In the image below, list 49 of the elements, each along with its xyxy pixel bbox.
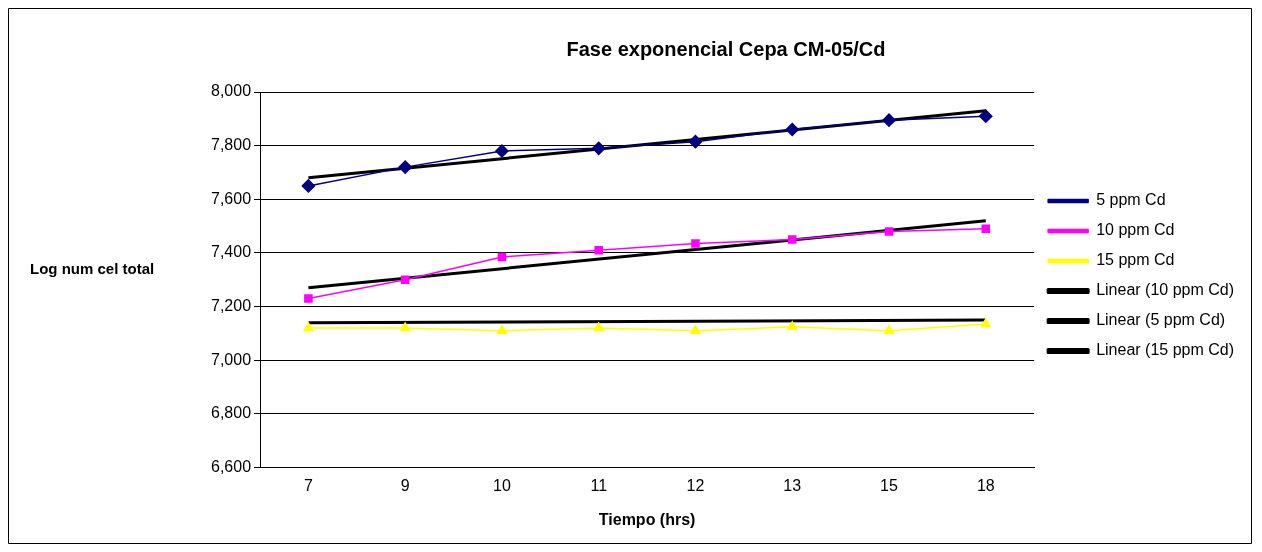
x-tick-label: 7 — [303, 476, 313, 494]
point — [981, 224, 991, 234]
y-tick-label: 6,800 — [210, 404, 252, 422]
y-tick-label: 7,200 — [210, 297, 252, 315]
x-tick-label: 18 — [976, 476, 995, 494]
point — [787, 235, 797, 244]
x-axis-title: Tiempo (hrs) — [598, 510, 696, 528]
x-tick-label: 12 — [686, 476, 705, 494]
point — [495, 144, 509, 158]
legend-label: Linear (5 ppm Cd) — [1096, 311, 1226, 329]
point — [400, 322, 411, 332]
point — [979, 109, 993, 123]
y-tick-label: 7,600 — [210, 189, 252, 207]
point — [691, 239, 700, 248]
point — [400, 275, 410, 285]
point — [688, 134, 703, 149]
point — [304, 294, 313, 303]
x-tick-label: 10 — [493, 476, 511, 494]
point — [496, 325, 508, 335]
legend-label: 10 ppm Cd — [1096, 221, 1175, 239]
y-tick-label: 7,800 — [210, 136, 252, 154]
x-tick-label: 13 — [783, 476, 802, 494]
chart-title: Fase exponencial Cepa CM-05/Cd — [566, 37, 886, 60]
legend-label: Linear (15 ppm Cd) — [1096, 341, 1234, 359]
point — [303, 322, 314, 332]
point — [882, 113, 896, 127]
point — [980, 318, 991, 328]
point — [690, 325, 701, 335]
y-axis-title: Log num cel total — [30, 259, 155, 277]
point — [497, 252, 507, 262]
point — [884, 227, 894, 236]
y-tick-label: 6,600 — [210, 458, 252, 476]
point — [591, 141, 606, 156]
point — [594, 246, 603, 255]
x-tick-label: 11 — [590, 476, 608, 494]
legend-label: Linear (10 ppm Cd) — [1096, 281, 1234, 299]
point — [398, 160, 412, 174]
x-tick-label: 9 — [400, 476, 410, 494]
point — [593, 322, 604, 332]
point — [785, 122, 799, 137]
legend-label: 15 ppm Cd — [1096, 251, 1175, 269]
y-tick-label: 8,000 — [210, 82, 252, 100]
x-tick-label: 15 — [880, 476, 899, 494]
y-tick-label: 7,400 — [210, 243, 252, 261]
legend-label: 5 ppm Cd — [1096, 191, 1166, 209]
point — [883, 325, 895, 335]
y-tick-label: 7,000 — [210, 350, 252, 368]
point — [301, 179, 316, 193]
point — [787, 321, 798, 330]
